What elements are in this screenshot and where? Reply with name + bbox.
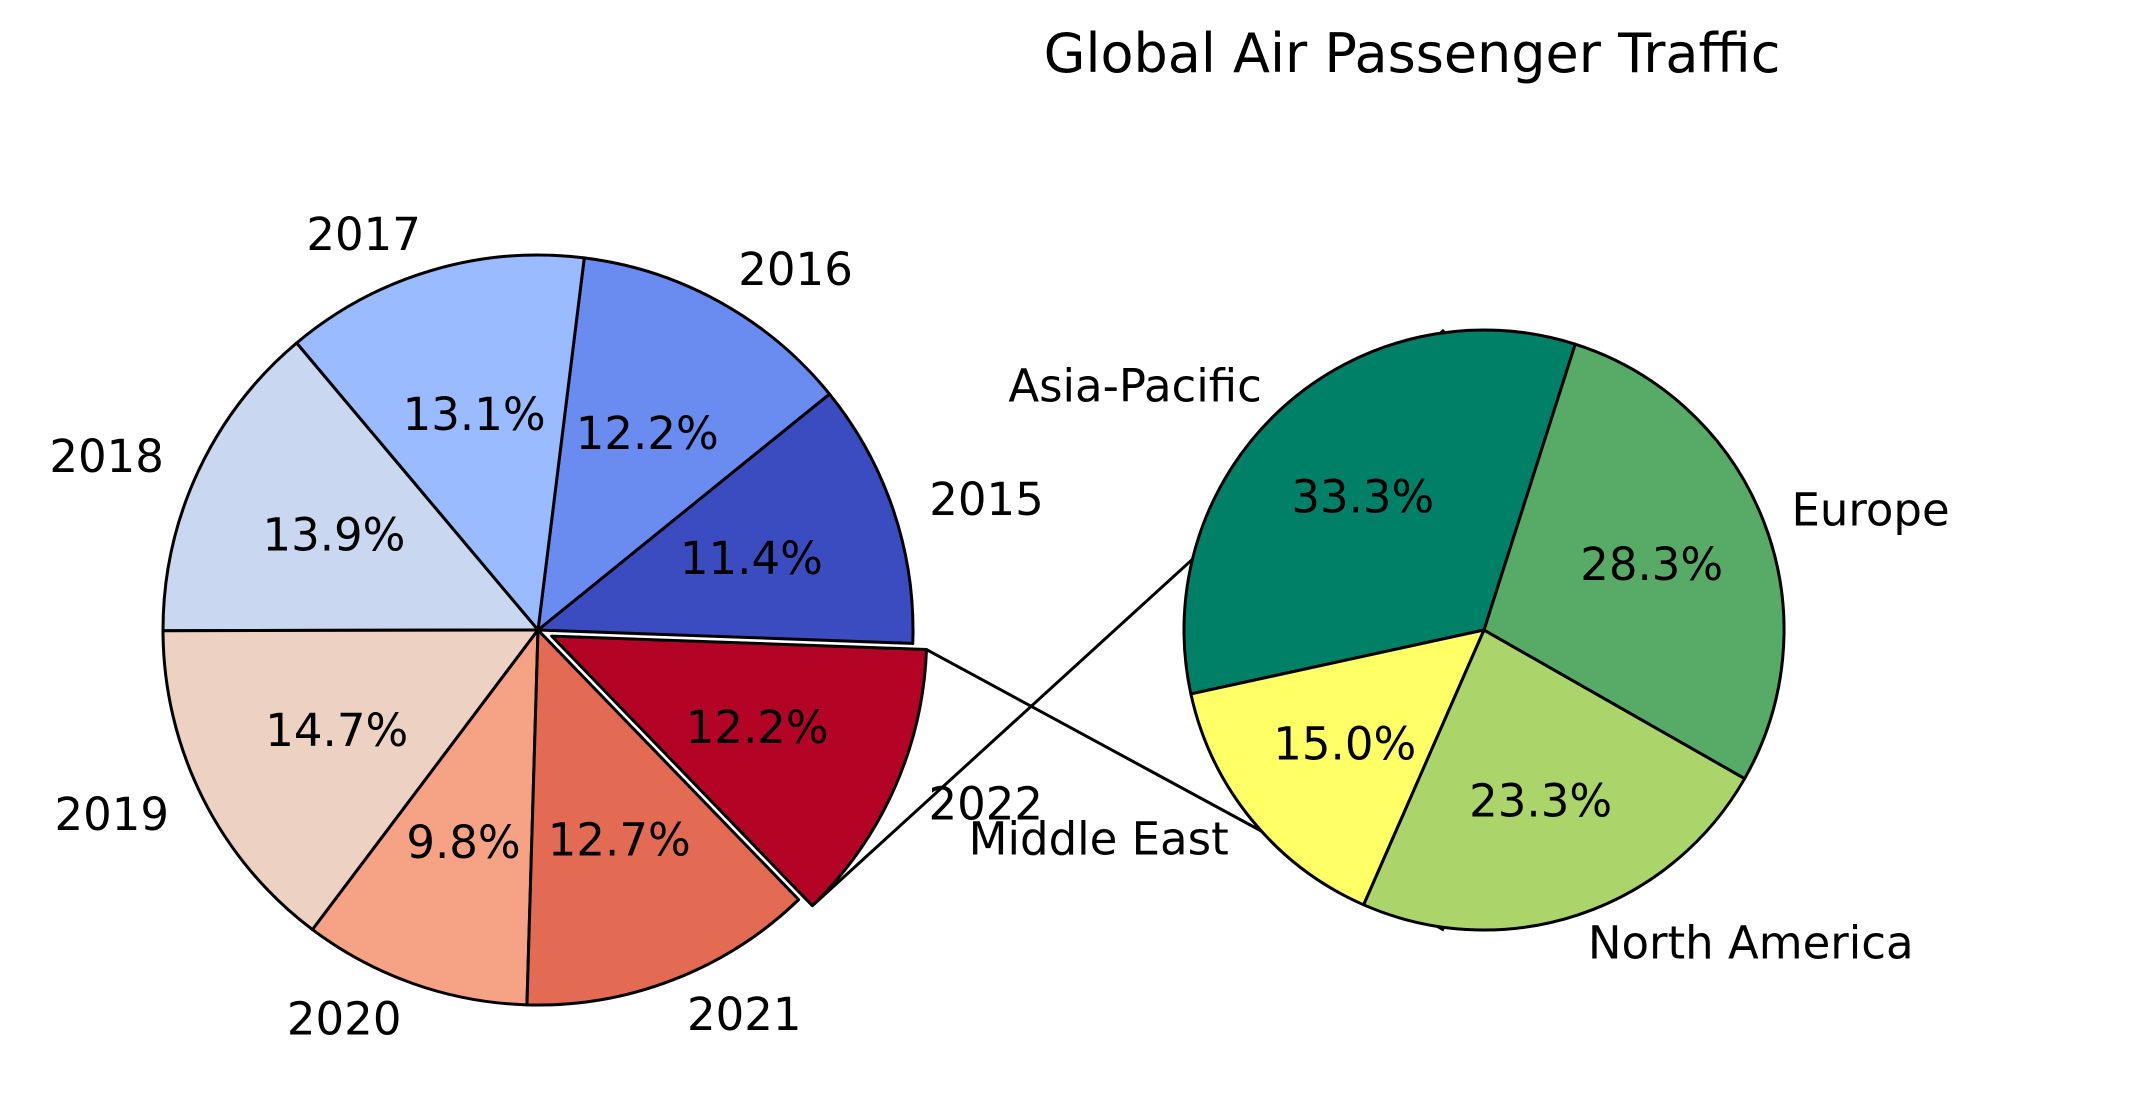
pct-label-2021: 12.7% xyxy=(548,813,691,866)
wedge-north-america xyxy=(1362,628,1747,932)
wedge-label-asia-pacific: Asia-Pacific xyxy=(1008,359,1262,412)
pct-label-2017: 13.1% xyxy=(403,388,546,441)
pie-years: 2015 11.4% 2016 12.2% 2017 13.1% 2018 13.9% 2019… xyxy=(49,208,1043,1046)
wedge-label-2016: 2016 xyxy=(738,243,853,296)
pct-label-north-america: 23.3% xyxy=(1469,774,1612,827)
wedge-label-europe: Europe xyxy=(1791,484,1949,537)
wedge-2020 xyxy=(310,628,540,1007)
wedge-2016 xyxy=(536,256,831,632)
wedge-europe xyxy=(1482,342,1786,781)
wedge-2018 xyxy=(161,341,540,633)
wedge-label-middle-east: Middle East xyxy=(969,813,1229,866)
pct-label-2018: 13.9% xyxy=(262,509,405,562)
wedge-label-2015: 2015 xyxy=(929,473,1044,526)
pie-regions: Asia-Pacific 33.3% Middle East 15.0% North A… xyxy=(969,328,1950,970)
pct-label-2016: 12.2% xyxy=(576,407,719,460)
pct-label-asia-pacific: 33.3% xyxy=(1291,470,1434,523)
wedge-label-2019: 2019 xyxy=(55,788,170,841)
chart-title: Global Air Passenger Traffic xyxy=(1044,22,1781,85)
wedge-label-2021: 2021 xyxy=(687,988,802,1041)
wedge-2015 xyxy=(536,392,915,645)
wedge-asia-pacific xyxy=(1182,328,1577,696)
pct-label-2015: 11.4% xyxy=(680,532,823,585)
pct-label-2022: 12.2% xyxy=(686,701,829,754)
pct-label-2020: 9.8% xyxy=(406,816,520,869)
pct-label-europe: 28.3% xyxy=(1580,538,1723,591)
wedge-label-2022: 2022 xyxy=(929,777,1044,830)
wedge-2021 xyxy=(525,628,801,1007)
wedge-2017 xyxy=(295,253,586,632)
wedge-label-2018: 2018 xyxy=(49,430,164,483)
wedge-2019 xyxy=(161,628,540,932)
wedge-2022 xyxy=(550,634,928,908)
wedge-label-north-america: North America xyxy=(1588,917,1914,970)
pct-label-middle-east: 15.0% xyxy=(1273,718,1416,771)
wedge-label-2017: 2017 xyxy=(306,208,421,261)
pct-label-2019: 14.7% xyxy=(265,704,408,757)
wedge-label-2020: 2020 xyxy=(287,993,402,1046)
wedge-middle-east xyxy=(1189,628,1486,907)
